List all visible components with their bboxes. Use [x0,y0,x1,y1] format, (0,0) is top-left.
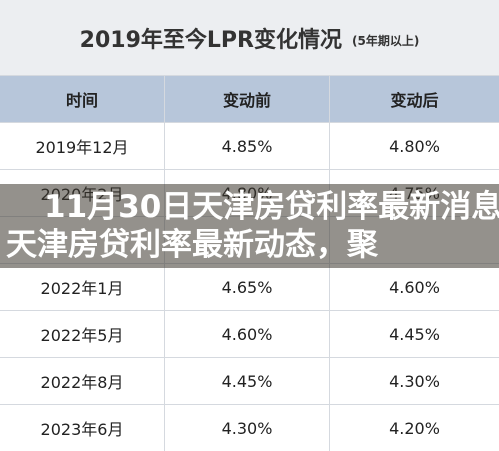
banner-text: 11月30日天津房贷利率最新消息，天津房贷利率最新动态，聚 [6,189,499,263]
subtitle: (5年期以上) [352,34,420,48]
table-cell: 2022年1月 [0,264,165,310]
table-cell: 4.60% [165,311,330,357]
column-header: 变动前 [165,76,330,122]
column-header: 时间 [0,76,165,122]
table-cell: 4.30% [389,371,440,391]
table-cell: 4.45% [165,358,330,404]
table-row: 2022年1月 4.65% 4.60% [0,263,499,310]
table-cell: 2022年8月 [0,358,165,404]
table-cell: 4.30% [165,405,330,451]
table-row: 2022年8月 4.45% 4.30% [0,357,499,404]
table-cell: 4.65% [165,264,330,310]
table-cell: 2019年12月 [0,123,165,169]
table-cell: 2022年5月 [0,311,165,357]
table-row: 2022年5月 4.60% 4.45% [0,310,499,357]
table-row: 2019年12月 4.85% 4.80% [0,122,499,169]
header-row: 时间 变动前 变动后 [0,75,499,122]
table-cell: 4.45% [389,324,440,344]
table-cell: 4.60% [389,277,440,297]
table-cell: 4.20% [389,418,440,438]
table-cell: 4.80% [389,136,440,156]
table-cell: 2023年6月 [0,405,165,451]
column-header: 变动后 [390,91,439,110]
table-cell: 4.85% [165,123,330,169]
table-row: 2023年6月 4.30% 4.20% [0,404,499,451]
title: 2019年至今LPR变化情况 [79,27,342,53]
banner: 11月30日天津房贷利率最新消息，天津房贷利率最新动态，聚 [0,184,499,268]
title-bar: 2019年至今LPR变化情况 (5年期以上) [0,0,499,75]
